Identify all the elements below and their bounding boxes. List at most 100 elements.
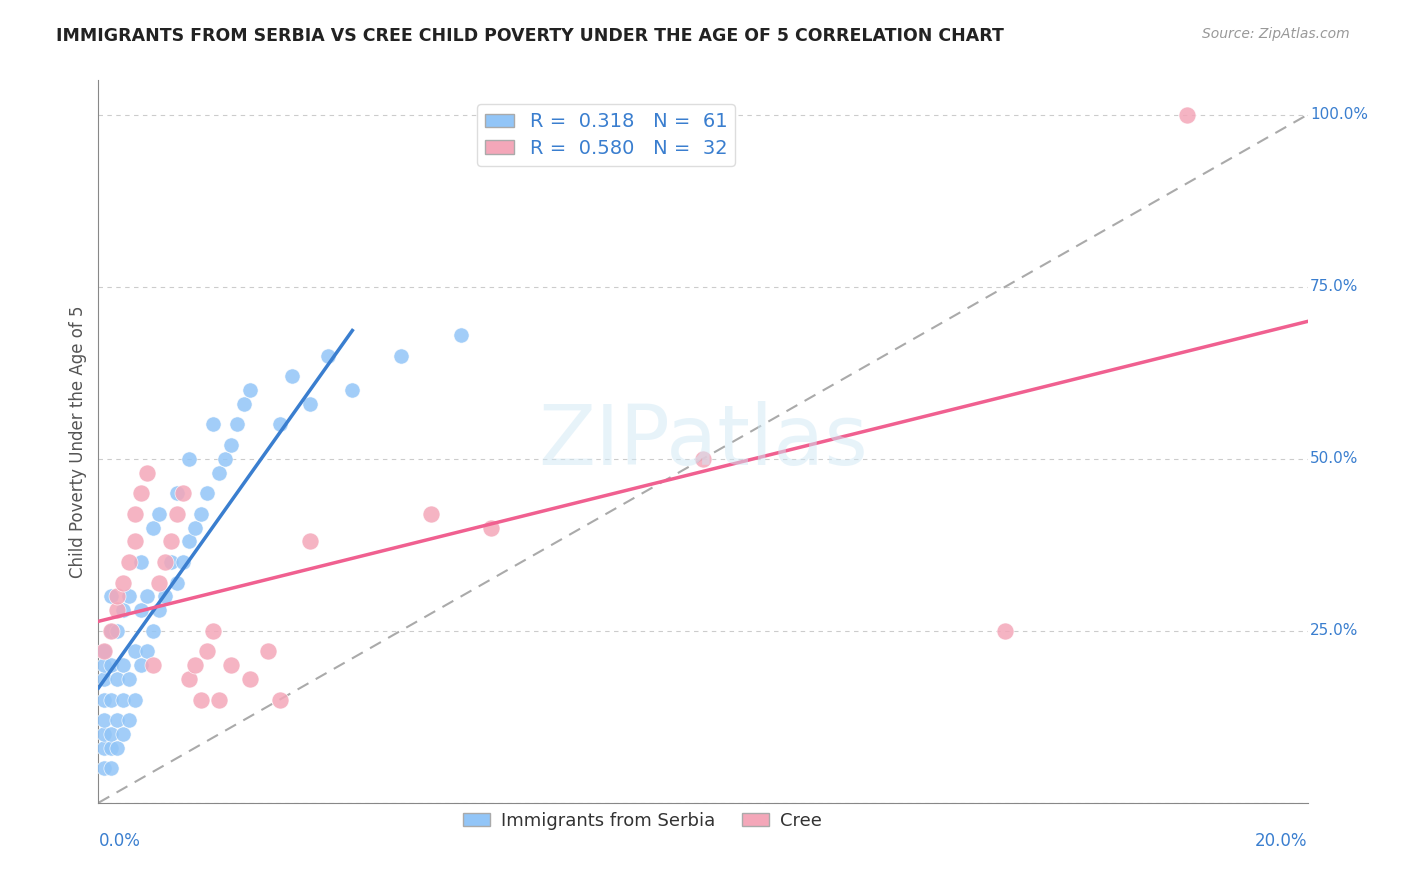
Point	[202, 417, 225, 432]
Point	[269, 692, 291, 706]
Point	[166, 575, 188, 590]
Legend: Immigrants from Serbia, Cree: Immigrants from Serbia, Cree	[456, 805, 830, 837]
Point	[420, 507, 443, 521]
Point	[1175, 108, 1198, 122]
Point	[100, 740, 122, 755]
Point	[148, 575, 170, 590]
Point	[153, 555, 176, 569]
Point	[148, 603, 170, 617]
Point	[100, 761, 122, 775]
Point	[195, 644, 218, 658]
Point	[105, 603, 128, 617]
Point	[232, 397, 254, 411]
Point	[239, 383, 262, 397]
Point	[100, 658, 122, 673]
Text: ZIPatlas: ZIPatlas	[538, 401, 868, 482]
Point	[221, 658, 243, 673]
Point	[93, 740, 115, 755]
Point	[172, 486, 194, 500]
Point	[105, 740, 128, 755]
Text: 20.0%: 20.0%	[1256, 831, 1308, 850]
Point	[100, 727, 122, 741]
Point	[179, 534, 201, 549]
Point	[202, 624, 225, 638]
Point	[135, 644, 157, 658]
Point	[316, 349, 339, 363]
Text: 50.0%: 50.0%	[1310, 451, 1358, 467]
Point	[142, 520, 165, 534]
Point	[118, 555, 141, 569]
Point	[124, 692, 146, 706]
Point	[93, 658, 115, 673]
Point	[118, 672, 141, 686]
Text: IMMIGRANTS FROM SERBIA VS CREE CHILD POVERTY UNDER THE AGE OF 5 CORRELATION CHAR: IMMIGRANTS FROM SERBIA VS CREE CHILD POV…	[56, 27, 1004, 45]
Point	[111, 603, 134, 617]
Text: 25.0%: 25.0%	[1310, 624, 1358, 639]
Text: 75.0%: 75.0%	[1310, 279, 1358, 294]
Point	[281, 369, 304, 384]
Y-axis label: Child Poverty Under the Age of 5: Child Poverty Under the Age of 5	[69, 305, 87, 578]
Point	[129, 603, 152, 617]
Point	[105, 672, 128, 686]
Point	[269, 417, 291, 432]
Point	[111, 575, 134, 590]
Point	[93, 713, 115, 727]
Text: 0.0%: 0.0%	[98, 831, 141, 850]
Point	[142, 624, 165, 638]
Point	[481, 520, 503, 534]
Point	[118, 713, 141, 727]
Point	[184, 520, 207, 534]
Point	[214, 451, 236, 466]
Point	[153, 590, 176, 604]
Point	[226, 417, 249, 432]
Point	[160, 534, 183, 549]
Point	[100, 590, 122, 604]
Point	[129, 555, 152, 569]
Point	[299, 534, 322, 549]
Point	[93, 672, 115, 686]
Point	[208, 692, 231, 706]
Point	[93, 727, 115, 741]
Point	[179, 451, 201, 466]
Point	[93, 761, 115, 775]
Point	[342, 383, 364, 397]
Point	[450, 327, 472, 342]
Point	[118, 590, 141, 604]
Point	[100, 624, 122, 638]
Point	[124, 507, 146, 521]
Point	[100, 624, 122, 638]
Point	[195, 486, 218, 500]
Point	[166, 486, 188, 500]
Point	[124, 534, 146, 549]
Point	[111, 658, 134, 673]
Point	[239, 672, 262, 686]
Point	[389, 349, 412, 363]
Point	[111, 692, 134, 706]
Point	[93, 692, 115, 706]
Point	[179, 672, 201, 686]
Point	[190, 507, 212, 521]
Point	[142, 658, 165, 673]
Point	[111, 727, 134, 741]
Point	[129, 486, 152, 500]
Point	[93, 644, 115, 658]
Point	[105, 624, 128, 638]
Point	[93, 644, 115, 658]
Point	[994, 624, 1017, 638]
Text: 100.0%: 100.0%	[1310, 107, 1368, 122]
Point	[129, 658, 152, 673]
Point	[190, 692, 212, 706]
Point	[160, 555, 183, 569]
Text: Source: ZipAtlas.com: Source: ZipAtlas.com	[1202, 27, 1350, 41]
Point	[100, 692, 122, 706]
Point	[172, 555, 194, 569]
Point	[208, 466, 231, 480]
Point	[135, 590, 157, 604]
Point	[105, 713, 128, 727]
Point	[692, 451, 714, 466]
Point	[299, 397, 322, 411]
Point	[135, 466, 157, 480]
Point	[184, 658, 207, 673]
Point	[105, 590, 128, 604]
Point	[166, 507, 188, 521]
